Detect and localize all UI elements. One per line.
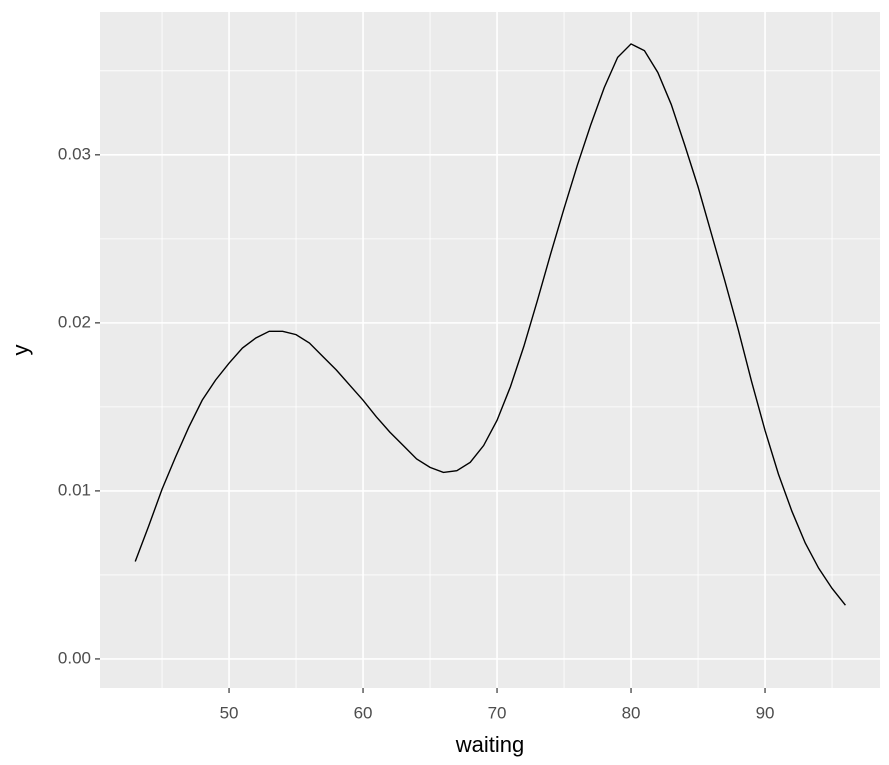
x-tick-label: 50 — [220, 703, 239, 722]
x-tick-label: 80 — [622, 703, 641, 722]
y-tick-label: 0.03 — [58, 144, 91, 163]
y-tick-label: 0.02 — [58, 312, 91, 331]
x-tick-label: 90 — [756, 703, 775, 722]
y-tick-label: 0.00 — [58, 648, 91, 667]
panel — [100, 12, 880, 688]
x-axis-title: waiting — [455, 732, 524, 757]
y-axis-title: y — [8, 345, 33, 356]
y-tick-label: 0.01 — [58, 480, 91, 499]
x-tick-label: 60 — [354, 703, 373, 722]
x-tick-label: 70 — [488, 703, 507, 722]
density-line — [134, 43, 846, 606]
